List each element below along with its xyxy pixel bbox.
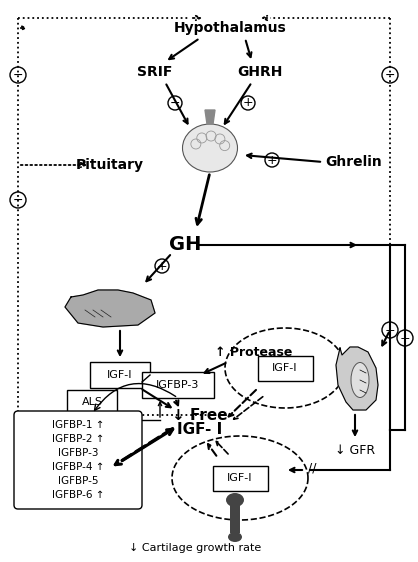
Text: SRIF: SRIF bbox=[137, 65, 173, 79]
Text: −: − bbox=[170, 97, 180, 110]
Text: ↓ Free: ↓ Free bbox=[172, 407, 228, 423]
Text: ALS: ALS bbox=[82, 397, 102, 407]
Text: +: + bbox=[400, 332, 410, 345]
Text: IGF-I: IGF-I bbox=[227, 473, 253, 483]
Polygon shape bbox=[336, 347, 378, 410]
Text: IGF-I: IGF-I bbox=[107, 370, 133, 380]
Text: IGF- I: IGF- I bbox=[177, 423, 223, 437]
Ellipse shape bbox=[183, 124, 237, 172]
Text: IGF-I: IGF-I bbox=[272, 363, 298, 373]
Bar bbox=[230, 505, 240, 533]
Text: GH: GH bbox=[169, 235, 201, 255]
Text: −: − bbox=[13, 193, 23, 206]
Text: ↓ Cartilage growth rate: ↓ Cartilage growth rate bbox=[129, 543, 261, 553]
Text: +: + bbox=[267, 153, 277, 166]
Text: //: // bbox=[308, 461, 316, 474]
Text: Hypothalamus: Hypothalamus bbox=[173, 21, 286, 35]
Bar bbox=[67, 390, 117, 414]
Text: IGFBP-1 ↑
IGFBP-2 ↑
IGFBP-3
IGFBP-4 ↑
IGFBP-5
IGFBP-6 ↑: IGFBP-1 ↑ IGFBP-2 ↑ IGFBP-3 IGFBP-4 ↑ IG… bbox=[52, 420, 104, 500]
Ellipse shape bbox=[351, 362, 369, 397]
Polygon shape bbox=[205, 110, 215, 124]
FancyBboxPatch shape bbox=[14, 411, 142, 509]
Text: −: − bbox=[385, 69, 395, 81]
Text: IGFBP-3: IGFBP-3 bbox=[156, 380, 200, 390]
Bar bbox=[90, 362, 150, 388]
Text: GHRH: GHRH bbox=[237, 65, 283, 79]
Text: Pituitary: Pituitary bbox=[76, 158, 144, 172]
Text: Ghrelin: Ghrelin bbox=[325, 155, 382, 169]
Text: ↓ GFR: ↓ GFR bbox=[335, 443, 375, 456]
Text: +: + bbox=[385, 324, 395, 337]
Bar bbox=[142, 372, 214, 398]
Ellipse shape bbox=[226, 493, 244, 507]
Text: +: + bbox=[243, 97, 253, 110]
Text: ↑ Protease: ↑ Protease bbox=[215, 346, 292, 359]
Text: +: + bbox=[157, 260, 167, 273]
Bar bbox=[212, 465, 268, 491]
Bar bbox=[257, 356, 313, 380]
Polygon shape bbox=[65, 290, 155, 327]
Text: −: − bbox=[13, 69, 23, 81]
Ellipse shape bbox=[228, 532, 242, 542]
